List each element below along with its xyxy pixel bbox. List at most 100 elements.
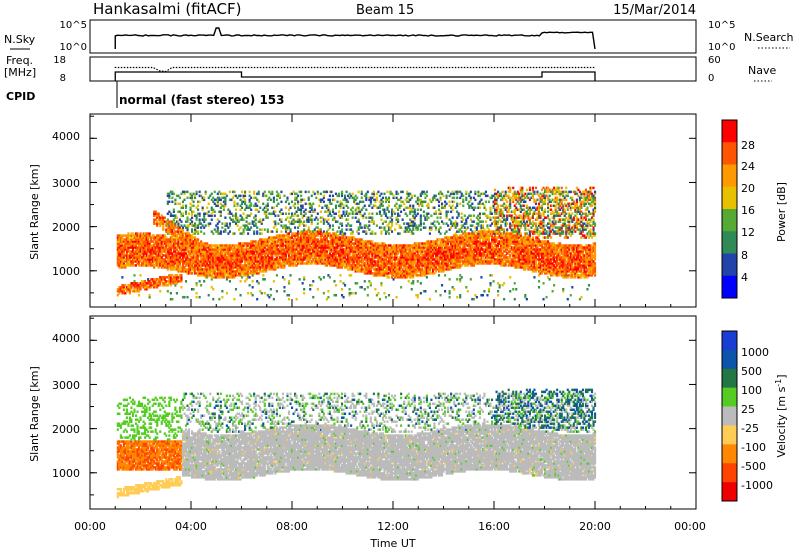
power-cell bbox=[244, 198, 247, 202]
power-cell bbox=[292, 264, 295, 267]
power-cell bbox=[328, 202, 331, 206]
power-cell bbox=[436, 264, 439, 267]
power-cell bbox=[419, 246, 422, 249]
power-cell bbox=[180, 214, 183, 217]
power-cell bbox=[268, 196, 271, 200]
power-cell bbox=[353, 244, 356, 247]
power-cell bbox=[334, 240, 338, 243]
power-cell bbox=[251, 222, 254, 225]
power-cell bbox=[421, 248, 424, 251]
power-cell bbox=[306, 246, 309, 249]
power-cell bbox=[322, 250, 325, 253]
power-cell bbox=[369, 196, 372, 200]
power-cell bbox=[434, 290, 438, 293]
power-cell bbox=[287, 212, 291, 215]
power-cell bbox=[384, 198, 388, 202]
power-cell bbox=[130, 246, 133, 249]
power-cell bbox=[434, 250, 438, 253]
power-cell bbox=[142, 280, 145, 283]
power-cell bbox=[415, 224, 418, 227]
power-cell bbox=[356, 212, 359, 215]
power-cell bbox=[163, 248, 166, 251]
power-cell bbox=[278, 240, 281, 243]
power-cell bbox=[156, 212, 159, 215]
power-cell bbox=[431, 256, 435, 259]
power-cell bbox=[362, 246, 365, 249]
power-cell bbox=[328, 240, 331, 243]
power-cell bbox=[160, 256, 163, 259]
power-cell bbox=[265, 250, 268, 253]
power-cell bbox=[359, 222, 362, 225]
power-cell bbox=[128, 254, 132, 257]
power-cell bbox=[139, 240, 142, 243]
power-cell bbox=[416, 254, 419, 257]
power-cell bbox=[180, 274, 183, 277]
power-cell bbox=[256, 226, 259, 229]
power-cell bbox=[365, 208, 368, 211]
power-cell bbox=[272, 220, 275, 223]
power-cell bbox=[390, 254, 394, 257]
power-cell bbox=[160, 216, 163, 219]
power-cell bbox=[118, 248, 121, 251]
power-cell bbox=[166, 212, 169, 215]
power-cell bbox=[295, 264, 298, 267]
power-cell bbox=[145, 252, 148, 255]
power-cell bbox=[253, 252, 256, 255]
power-cell bbox=[171, 224, 174, 227]
power-cell bbox=[274, 268, 277, 271]
power-cell bbox=[407, 206, 410, 210]
power-cell bbox=[395, 192, 398, 196]
power-cell bbox=[251, 272, 254, 275]
power-cell bbox=[162, 276, 165, 279]
power-cell bbox=[356, 268, 359, 271]
power-cell bbox=[251, 248, 254, 251]
power-cell bbox=[365, 246, 368, 249]
power-cell bbox=[324, 244, 327, 247]
power-cell bbox=[412, 214, 415, 217]
power-cell bbox=[284, 260, 288, 263]
power-cell bbox=[118, 240, 121, 243]
power-cell bbox=[172, 254, 175, 257]
power-cell bbox=[192, 248, 195, 251]
power-cell bbox=[366, 248, 369, 251]
power-cell bbox=[141, 262, 144, 265]
power-cell bbox=[247, 252, 250, 255]
power-cell bbox=[439, 262, 442, 265]
power-cell bbox=[168, 224, 171, 227]
power-cell bbox=[240, 202, 244, 206]
power-cell bbox=[116, 293, 119, 297]
power-cell bbox=[171, 264, 174, 267]
power-cell bbox=[195, 295, 198, 299]
power-cell bbox=[350, 242, 353, 245]
power-cell bbox=[198, 190, 201, 194]
power-cell bbox=[392, 210, 395, 213]
power-cell bbox=[210, 246, 213, 249]
power-cell bbox=[442, 262, 445, 265]
power-cell bbox=[124, 254, 127, 257]
power-cell bbox=[310, 214, 313, 217]
power-cell bbox=[122, 234, 125, 237]
power-cell bbox=[437, 192, 441, 196]
power-cell bbox=[219, 206, 222, 210]
power-cell bbox=[421, 256, 424, 259]
power-cell bbox=[442, 250, 445, 253]
power-cell bbox=[407, 200, 410, 204]
power-cell bbox=[257, 244, 260, 247]
power-cell bbox=[128, 290, 132, 293]
power-cell bbox=[210, 198, 213, 202]
power-cell bbox=[404, 228, 407, 231]
power-cell bbox=[365, 240, 368, 243]
power-cell bbox=[227, 252, 230, 255]
power-cell bbox=[433, 264, 436, 267]
power-cell bbox=[331, 254, 335, 257]
power-cell bbox=[168, 262, 171, 265]
power-cell bbox=[168, 258, 171, 261]
power-cell bbox=[198, 268, 201, 271]
power-cell bbox=[378, 272, 381, 275]
power-cell bbox=[183, 236, 186, 239]
power-cell bbox=[186, 264, 189, 267]
power-cell bbox=[313, 238, 316, 241]
power-cell bbox=[263, 258, 266, 261]
power-cell bbox=[268, 238, 271, 241]
power-cell bbox=[325, 236, 328, 239]
